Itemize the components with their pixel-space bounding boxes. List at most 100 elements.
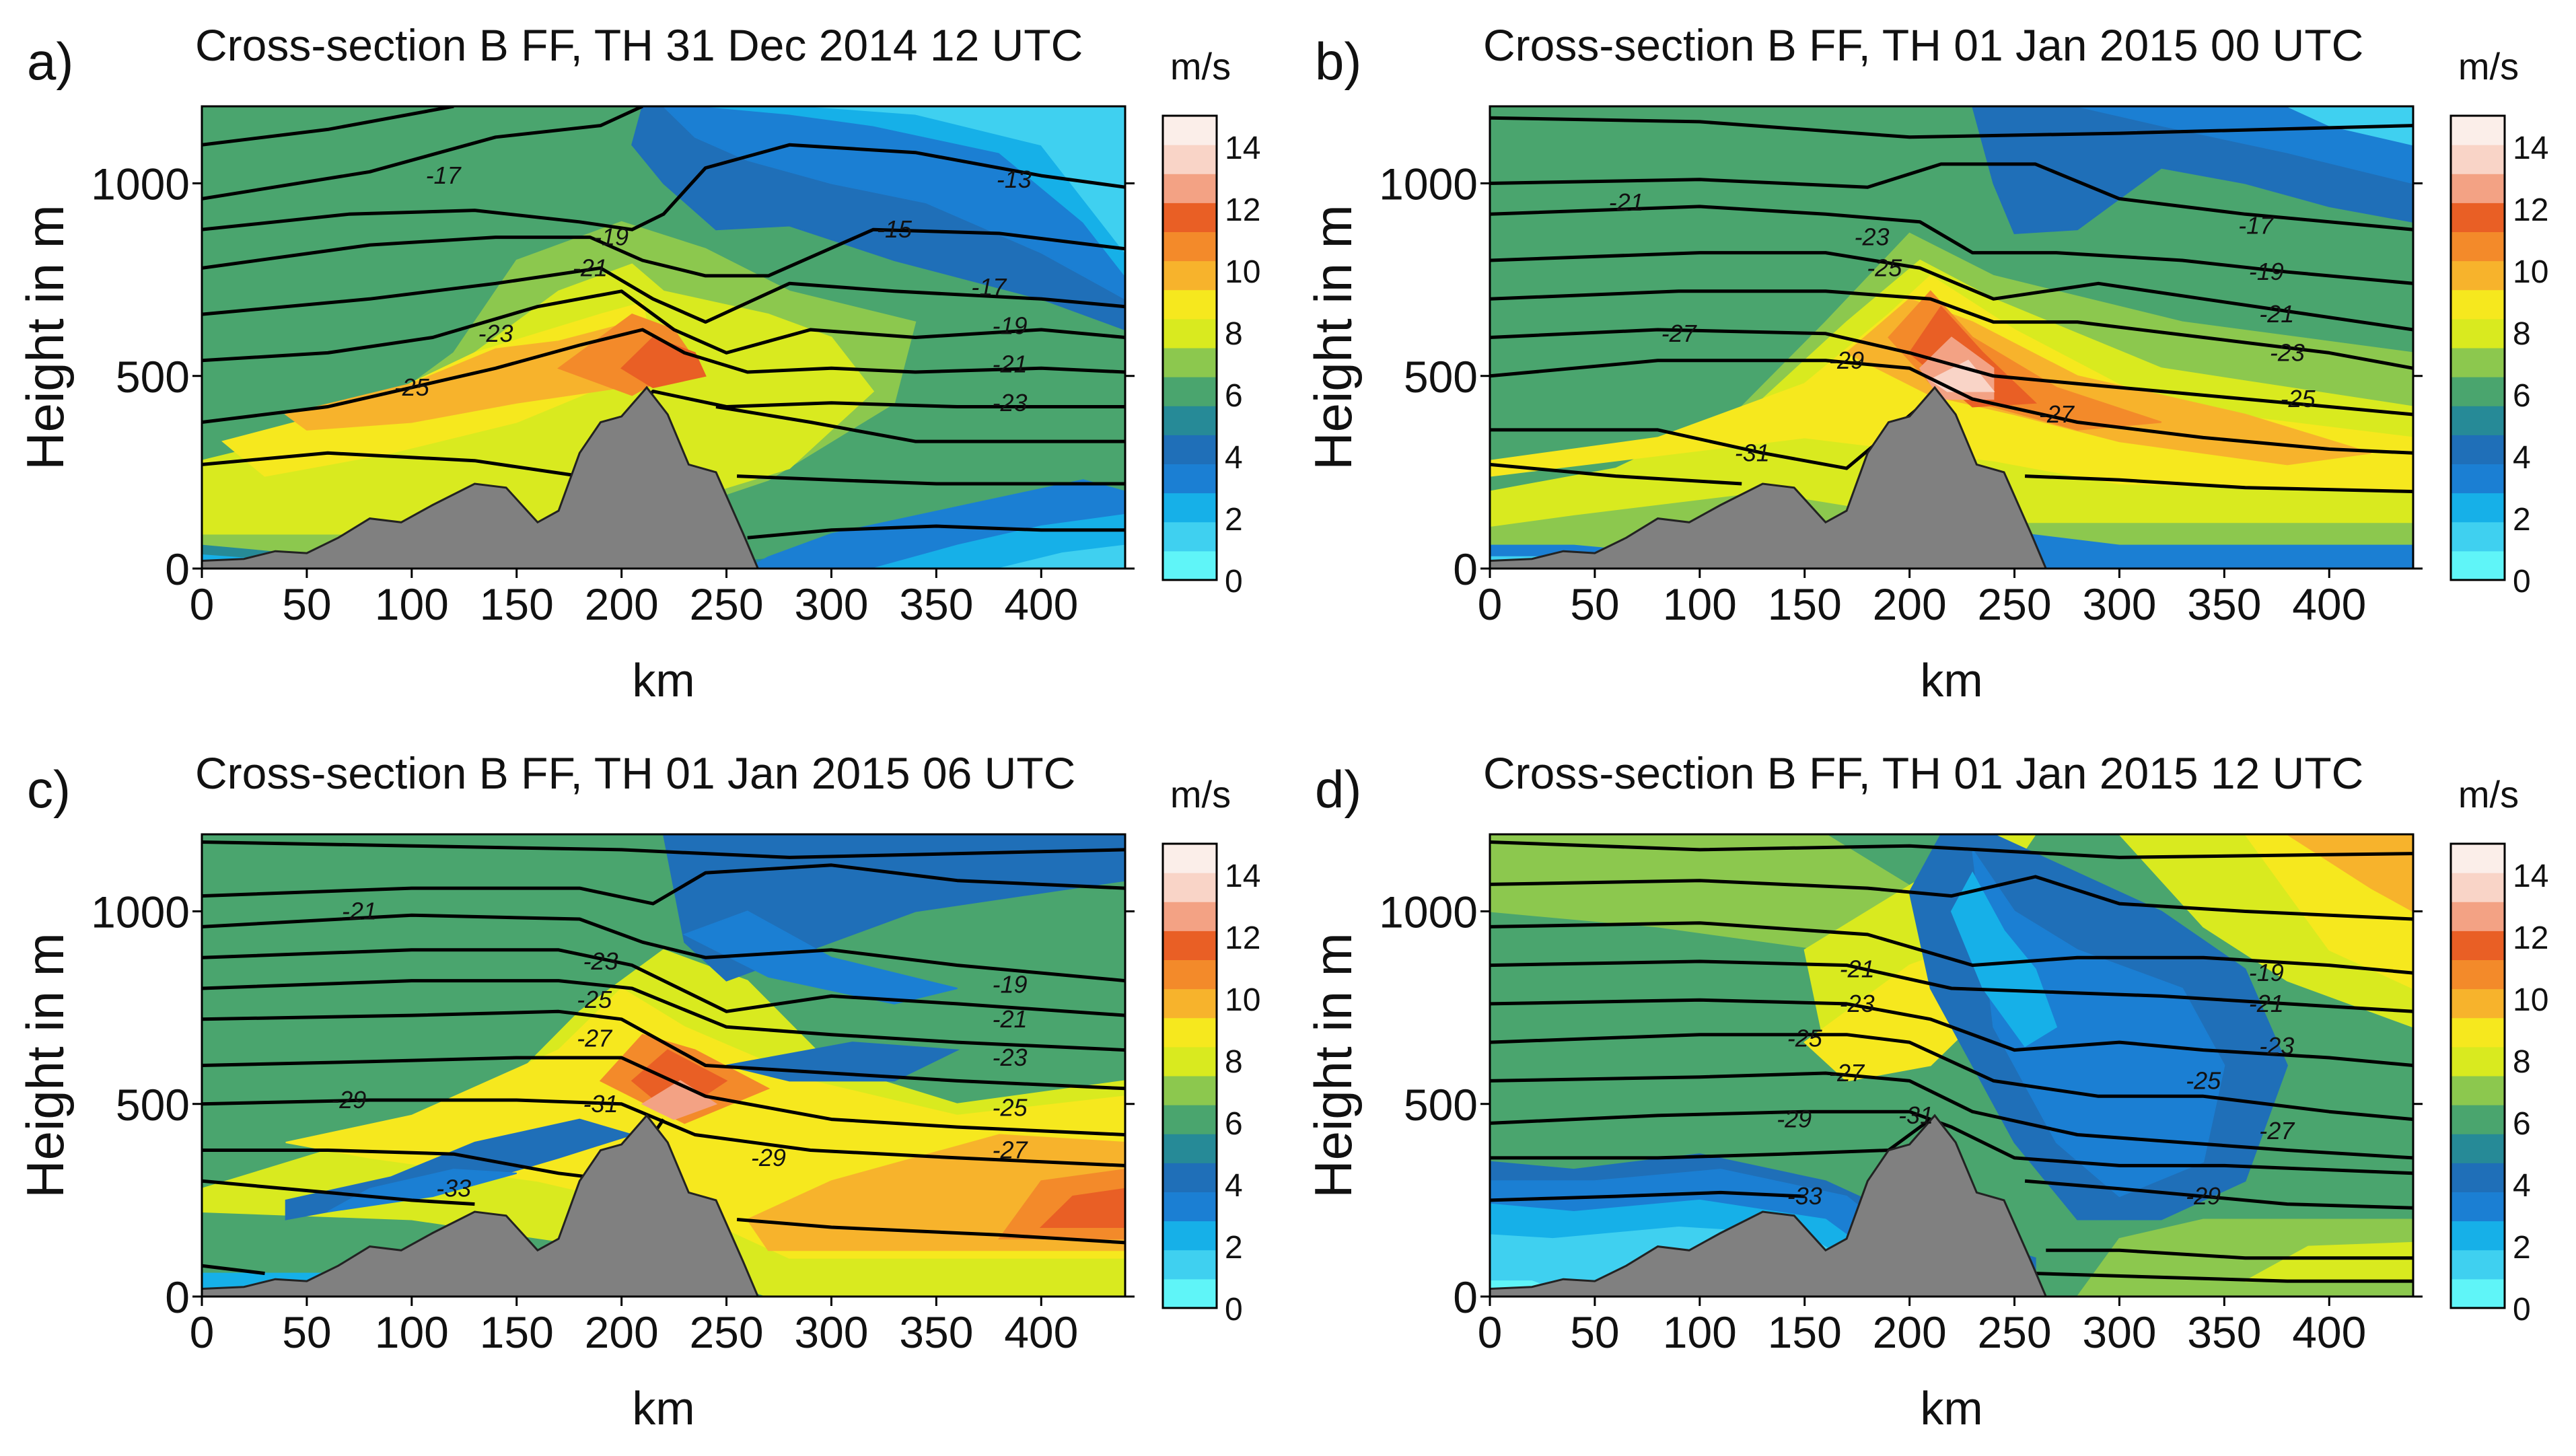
isotherm-line bbox=[1490, 162, 2413, 231]
colorbar-tick-label: 12 bbox=[1225, 920, 1260, 956]
colorbar-tick-label: 10 bbox=[1225, 254, 1260, 290]
isotherm-label: -23 bbox=[2270, 338, 2305, 366]
y-tick-label: 500 bbox=[1404, 352, 1478, 402]
y-tick-label: 0 bbox=[1453, 544, 1478, 594]
x-tick-label: 50 bbox=[1570, 1307, 1619, 1357]
isotherm-line bbox=[1490, 921, 2413, 975]
isotherm-line bbox=[202, 979, 1125, 1052]
isotherm-label: -25 bbox=[394, 373, 430, 401]
isotherm-label: -21 bbox=[1609, 188, 1644, 216]
isotherm-line bbox=[1490, 359, 2413, 455]
colorbar-segment bbox=[1163, 435, 1217, 464]
wind-speed-region bbox=[641, 1080, 718, 1120]
chart-title: Cross-section B FF, TH 01 Jan 2015 06 UT… bbox=[195, 748, 1075, 798]
x-tick-label: 350 bbox=[2187, 579, 2261, 629]
isotherm-label: -13 bbox=[997, 166, 1032, 193]
colorbar-tick-label: 2 bbox=[2513, 502, 2531, 538]
isotherm-line bbox=[202, 143, 1125, 231]
colorbar-tick-label: 0 bbox=[2513, 1292, 2531, 1327]
x-tick-label: 300 bbox=[2082, 1307, 2156, 1357]
isotherm-label: -25 bbox=[2280, 385, 2316, 412]
colorbar-tick-label: 10 bbox=[2513, 982, 2548, 1018]
colorbar-tick-label: 10 bbox=[2513, 254, 2548, 290]
colorbar-segment bbox=[1163, 145, 1217, 174]
y-tick-label: 1000 bbox=[1379, 887, 1478, 937]
colorbar-tick-label: 0 bbox=[1225, 564, 1243, 599]
isotherm-label: -33 bbox=[1787, 1182, 1822, 1210]
colorbar-segment bbox=[1163, 203, 1217, 232]
isotherm-line bbox=[1490, 1190, 1805, 1202]
panel-letter: a) bbox=[27, 32, 73, 91]
x-tick-label: 0 bbox=[190, 579, 215, 629]
colorbar-segment bbox=[1163, 318, 1217, 349]
x-tick-label: 200 bbox=[585, 579, 659, 629]
colorbar-segment bbox=[2451, 116, 2505, 145]
chart-title: Cross-section B FF, TH 01 Jan 2015 00 UT… bbox=[1483, 20, 2363, 70]
colorbar-segment bbox=[1163, 902, 1217, 931]
colorbar-tick-label: 14 bbox=[2513, 859, 2548, 894]
colorbar-tick-label: 6 bbox=[1225, 1106, 1243, 1142]
chart-svg: -21 -23 -25 -27 -29 -31 -33 -29 -19 -21 -23 -25 -27 0… bbox=[15, 748, 1260, 1434]
isotherm-label: -27 bbox=[1661, 320, 1698, 347]
isotherm-line bbox=[1490, 1071, 2413, 1160]
isotherm-label: -17 bbox=[426, 161, 462, 189]
colorbar-segment bbox=[2451, 377, 2505, 406]
colorbar-segment bbox=[1163, 550, 1217, 581]
x-tick-label: 0 bbox=[1478, 579, 1503, 629]
colorbar-unit: m/s bbox=[2458, 45, 2519, 87]
x-tick-label: 200 bbox=[1873, 1307, 1947, 1357]
isotherm-label: -23 bbox=[1854, 223, 1889, 251]
isotherm-label: -23 bbox=[992, 389, 1027, 416]
isotherm-label: -23 bbox=[2259, 1032, 2294, 1060]
colorbar-segment bbox=[1163, 1163, 1217, 1192]
x-tick-label: 400 bbox=[1004, 579, 1078, 629]
colorbar-unit: m/s bbox=[2458, 773, 2519, 815]
x-tick-label: 150 bbox=[1768, 1307, 1842, 1357]
x-tick-label: 50 bbox=[282, 579, 331, 629]
terrain-profile bbox=[1490, 1114, 2413, 1297]
colorbar-tick-label: 14 bbox=[1225, 131, 1260, 166]
colorbar-tick-label: 12 bbox=[2513, 920, 2548, 956]
isotherm-label: -25 bbox=[992, 1093, 1028, 1121]
colorbar-tick-label: 12 bbox=[1225, 192, 1260, 228]
colorbar-segment bbox=[2451, 1163, 2505, 1192]
terrain-profile bbox=[1490, 386, 2413, 569]
isotherm-label: -29 bbox=[1777, 1105, 1812, 1133]
colorbar-segment bbox=[1163, 931, 1217, 960]
colorbar-frame bbox=[1161, 114, 1218, 581]
x-tick-label: 100 bbox=[375, 579, 449, 629]
colorbar-segment bbox=[1163, 1046, 1217, 1077]
y-tick-label: 0 bbox=[1453, 1272, 1478, 1322]
isotherm-label: -29 bbox=[331, 1086, 366, 1114]
colorbar-frame bbox=[2449, 114, 2506, 581]
terrain-profile bbox=[202, 1114, 1125, 1297]
colorbar-frame bbox=[1161, 842, 1218, 1309]
x-tick-label: 150 bbox=[480, 1307, 554, 1357]
colorbar-segment bbox=[1163, 377, 1217, 406]
y-tick-label: 0 bbox=[165, 1272, 190, 1322]
x-axis-label: km bbox=[1920, 1382, 1982, 1434]
isotherm-label: -29 bbox=[2186, 1182, 2221, 1210]
isotherm-line bbox=[2046, 1248, 2413, 1260]
colorbar-segment bbox=[2451, 174, 2505, 203]
isotherm-line bbox=[1490, 998, 2413, 1067]
plot-frame bbox=[1489, 833, 2414, 1298]
isotherm-line bbox=[2024, 1179, 2413, 1210]
isotherm-line bbox=[202, 390, 1125, 478]
colorbar-segment bbox=[2451, 1134, 2505, 1163]
colorbar-unit: m/s bbox=[1170, 773, 1231, 815]
isotherm-label: -21 bbox=[342, 898, 377, 925]
wind-speed-region bbox=[682, 910, 958, 1005]
x-tick-label: 150 bbox=[480, 579, 554, 629]
colorbar-tick-label: 2 bbox=[1225, 1230, 1243, 1266]
colorbar-tick-label: 8 bbox=[2513, 316, 2531, 352]
colorbar-segment bbox=[2451, 1278, 2505, 1309]
isotherm-label: -31 bbox=[1735, 439, 1770, 466]
x-tick-label: 50 bbox=[282, 1307, 331, 1357]
isotherm-label: -19 bbox=[2249, 959, 2284, 986]
isotherm-line bbox=[202, 913, 1125, 983]
x-axis-label: km bbox=[632, 654, 694, 706]
isotherm-label: -21 bbox=[2259, 300, 2294, 328]
colorbar-segment bbox=[1163, 521, 1217, 552]
plot-frame bbox=[201, 833, 1126, 1298]
